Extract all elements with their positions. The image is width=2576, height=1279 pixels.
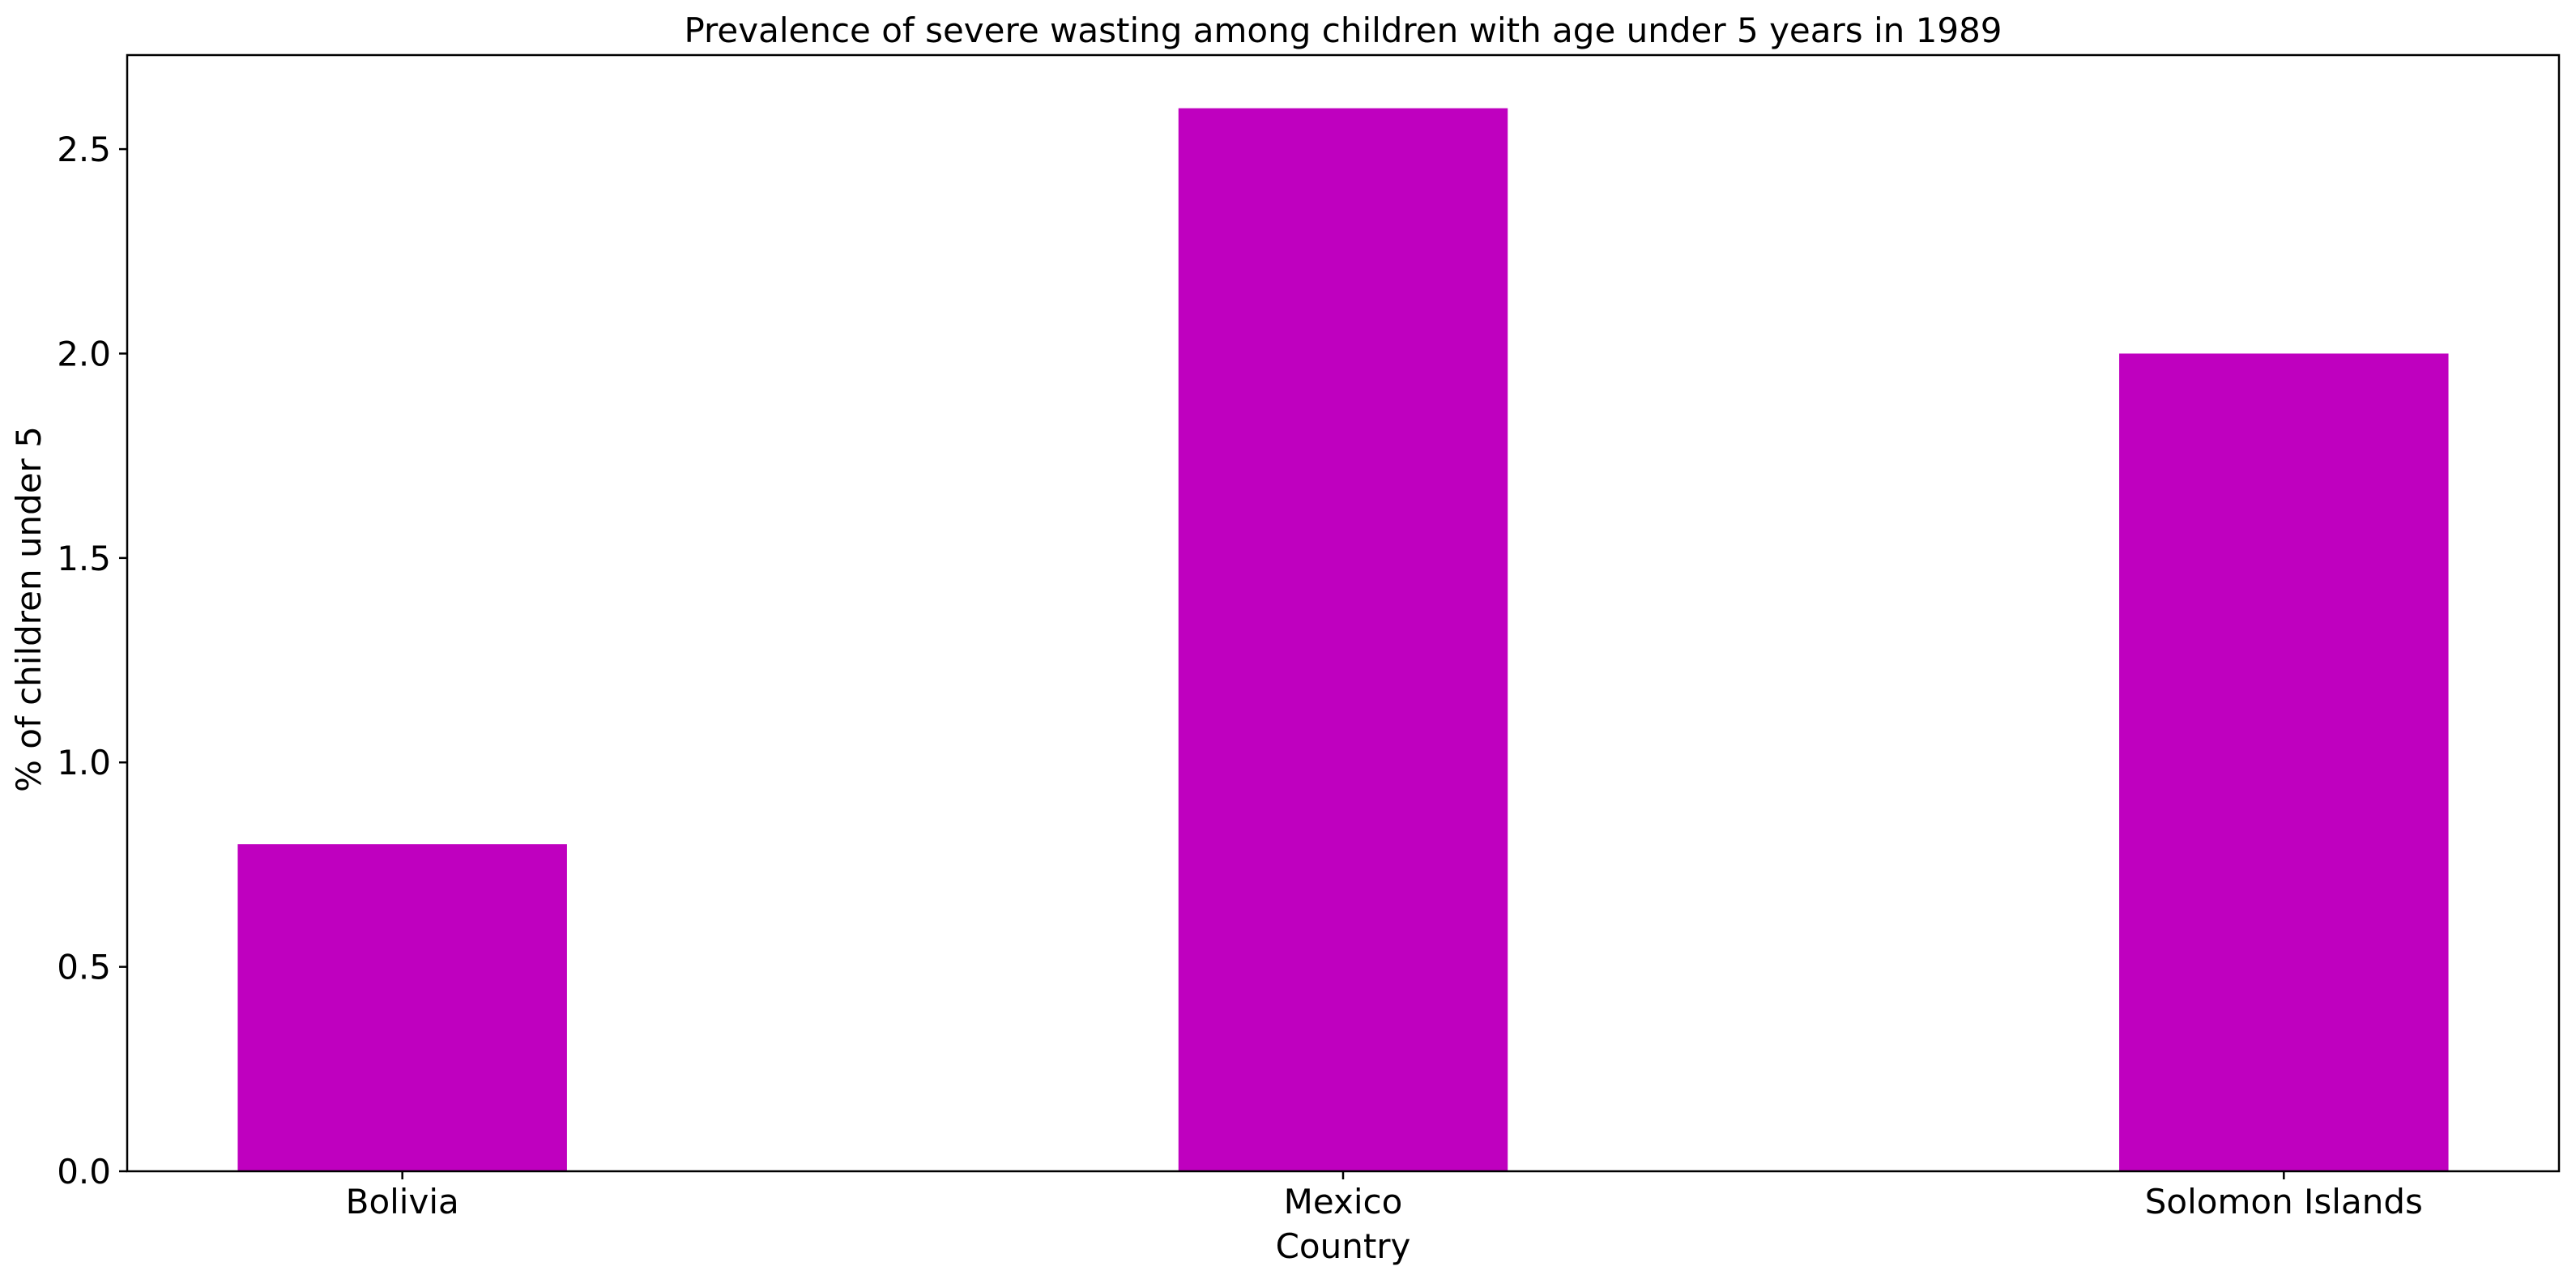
plot-area-frame xyxy=(126,53,2561,1173)
x-tick-label: Mexico xyxy=(1284,1182,1403,1221)
y-tick-label: 2.0 xyxy=(57,334,111,373)
chart-title: Prevalence of severe wasting among child… xyxy=(684,11,2002,50)
x-axis-ticks: Bolivia Mexico Solomon Islands xyxy=(346,1171,2423,1221)
y-tick-label: 0.0 xyxy=(57,1152,111,1192)
y-tick-label: 2.5 xyxy=(57,130,111,169)
y-axis-ticks: 0.0 0.5 1.0 1.5 2.0 2.5 xyxy=(57,130,127,1192)
bar-bolivia xyxy=(237,844,567,1171)
x-tick-label: Bolivia xyxy=(346,1182,459,1221)
y-tick-label: 0.5 xyxy=(57,948,111,987)
bars-group xyxy=(237,108,2449,1172)
bar-mexico xyxy=(1178,108,1508,1172)
y-tick-label: 1.5 xyxy=(57,539,111,578)
x-tick-label: Solomon Islands xyxy=(2145,1182,2423,1221)
x-axis-label: Country xyxy=(1276,1226,1411,1266)
y-tick-label: 1.0 xyxy=(57,743,111,782)
y-axis-label: % of children under 5 xyxy=(9,426,49,792)
bar-solomon-islands xyxy=(2119,353,2449,1171)
